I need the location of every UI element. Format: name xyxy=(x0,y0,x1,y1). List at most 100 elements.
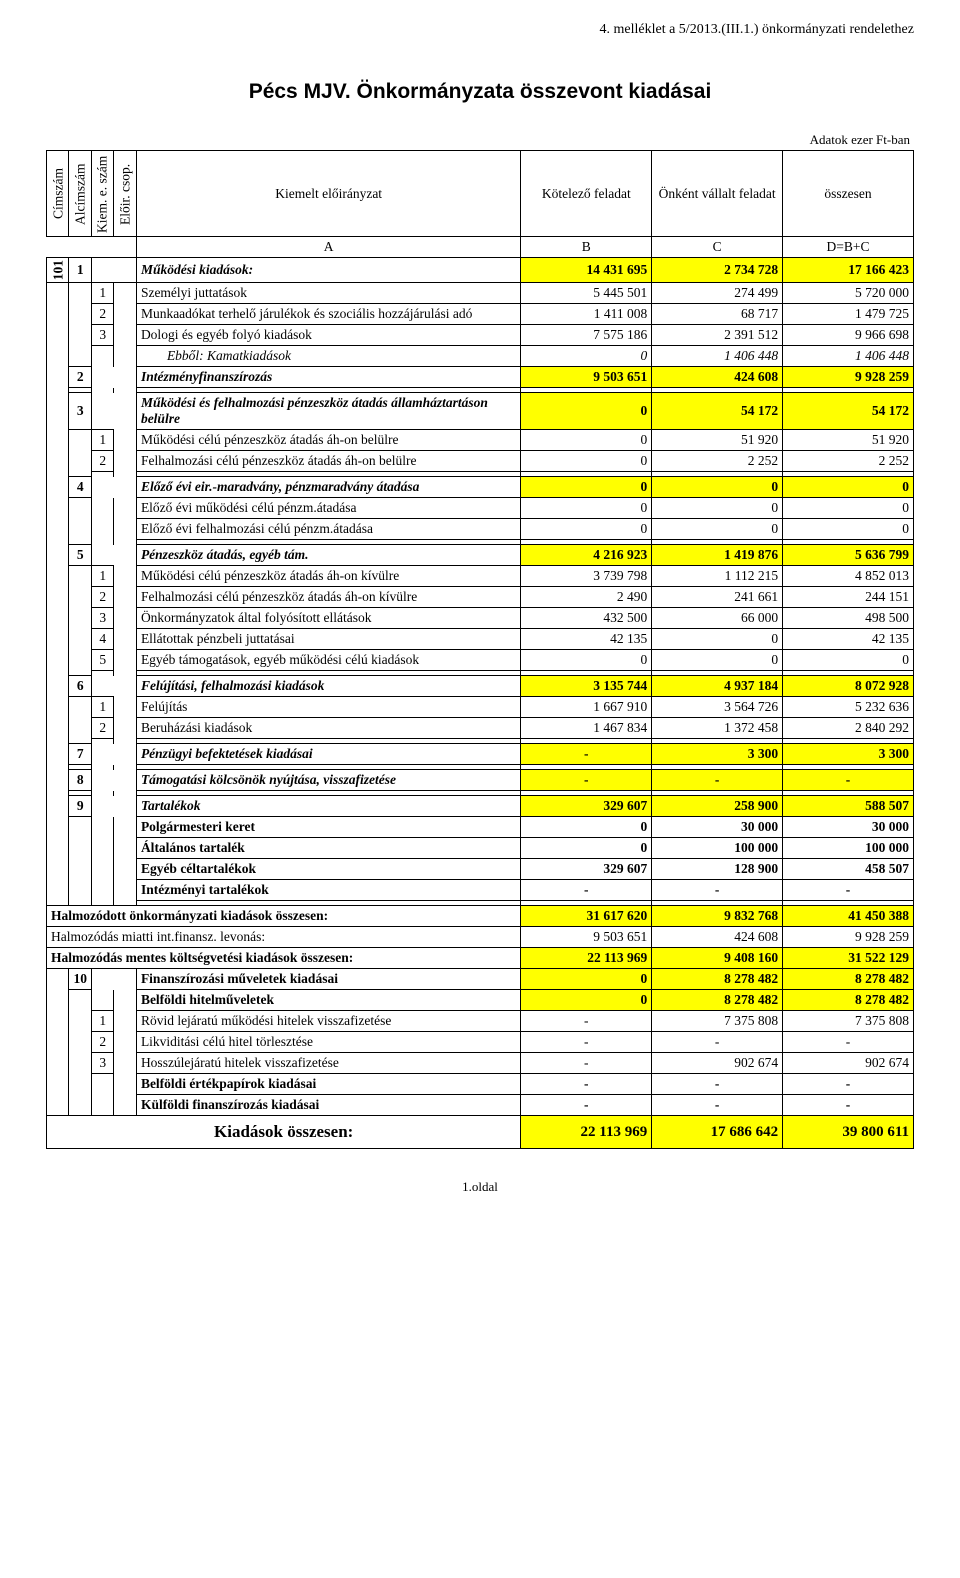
s9-c-v2: 128 900 xyxy=(652,859,783,880)
sum2-v1: 9 503 651 xyxy=(521,927,652,948)
s5-4-label: Ellátottak pénzbeli juttatásai xyxy=(136,629,520,650)
s10-n: 10 xyxy=(69,969,91,990)
s5-1-n: 1 xyxy=(91,566,113,587)
s8-label: Támogatási kölcsönök nyújtása, visszafiz… xyxy=(136,770,520,791)
sum2-label: Halmozódás miatti int.finansz. levonás: xyxy=(47,927,521,948)
s3-label: Működési és felhalmozási pénzeszköz átad… xyxy=(136,393,520,430)
s9-a-v3: 30 000 xyxy=(783,817,914,838)
sum3-v1: 22 113 969 xyxy=(521,948,652,969)
s3-v1: 0 xyxy=(521,393,652,430)
s10h-v2: 8 278 482 xyxy=(652,990,783,1011)
section-1-v2: 2 734 728 xyxy=(652,258,783,283)
side-label-cimszam: Címszám xyxy=(47,151,69,237)
s3-1-v3: 51 920 xyxy=(783,430,914,451)
s2-label: Intézményfinanszírozás xyxy=(136,367,520,388)
col-header-name: Kiemelt előirányzat xyxy=(136,151,520,237)
s4-a-label: Előző évi működési célú pénzm.átadása xyxy=(136,498,520,519)
side-label-eloir: Előir. csop. xyxy=(114,151,136,237)
s1-2-n: 2 xyxy=(91,304,113,325)
s10-label: Finanszírozási műveletek kiadásai xyxy=(136,969,520,990)
s5-2-n: 2 xyxy=(91,587,113,608)
s10-2-v2: - xyxy=(652,1032,783,1053)
s9-b-label: Általános tartalék xyxy=(136,838,520,859)
section-1-v1: 14 431 695 xyxy=(521,258,652,283)
s4-n: 4 xyxy=(69,477,91,498)
page: 4. melléklet a 5/2013.(III.1.) önkormány… xyxy=(0,0,960,1235)
s6-2-n: 2 xyxy=(91,718,113,739)
s10-v2: 8 278 482 xyxy=(652,969,783,990)
s10-a-label: Belföldi értékpapírok kiadásai xyxy=(136,1074,520,1095)
s6-n: 6 xyxy=(69,676,91,697)
s1-3e-v3: 1 406 448 xyxy=(783,346,914,367)
s10-a-v1: - xyxy=(521,1074,652,1095)
s9-b-v3: 100 000 xyxy=(783,838,914,859)
sum1-v2: 9 832 768 xyxy=(652,906,783,927)
s2-v2: 424 608 xyxy=(652,367,783,388)
s10-v1: 0 xyxy=(521,969,652,990)
s10-1-n: 1 xyxy=(91,1011,113,1032)
side-label-kiem: Kiem. e. szám xyxy=(91,151,113,237)
s1-3-n: 3 xyxy=(91,325,113,346)
s4-b-v3: 0 xyxy=(783,519,914,540)
s5-3-n: 3 xyxy=(91,608,113,629)
section-1-label: Működési kiadások: xyxy=(136,258,520,283)
s10-b-v3: - xyxy=(783,1095,914,1116)
s10-3-label: Hosszúlejáratú hitelek visszafizetése xyxy=(136,1053,520,1074)
s10-3-v1: - xyxy=(521,1053,652,1074)
s10h-v3: 8 278 482 xyxy=(783,990,914,1011)
letter-d: D=B+C xyxy=(783,237,914,258)
page-number: 1.oldal xyxy=(46,1179,914,1195)
sum2-v3: 9 928 259 xyxy=(783,927,914,948)
s10h-label: Belföldi hitelműveletek xyxy=(136,990,520,1011)
s9-c-v1: 329 607 xyxy=(521,859,652,880)
s1-2-label: Munkaadókat terhelő járulékok és szociál… xyxy=(136,304,520,325)
s4-v2: 0 xyxy=(652,477,783,498)
s7-v3: 3 300 xyxy=(783,744,914,765)
s3-1-v1: 0 xyxy=(521,430,652,451)
s10-v3: 8 278 482 xyxy=(783,969,914,990)
s10-a-v2: - xyxy=(652,1074,783,1095)
s2-v3: 9 928 259 xyxy=(783,367,914,388)
header-attachment-note: 4. melléklet a 5/2013.(III.1.) önkormány… xyxy=(46,22,914,38)
document-title: Pécs MJV. Önkormányzata összevont kiadás… xyxy=(46,80,914,104)
s5-1-v2: 1 112 215 xyxy=(652,566,783,587)
s4-b-v2: 0 xyxy=(652,519,783,540)
s1-1-label: Személyi juttatások xyxy=(136,283,520,304)
s1-2-v2: 68 717 xyxy=(652,304,783,325)
s5-label: Pénzeszköz átadás, egyéb tám. xyxy=(136,545,520,566)
s5-v3: 5 636 799 xyxy=(783,545,914,566)
budget-table: Címszám Alcímszám Kiem. e. szám Előir. c… xyxy=(46,150,914,1149)
s5-3-v3: 498 500 xyxy=(783,608,914,629)
s2-n: 2 xyxy=(69,367,91,388)
s10-2-n: 2 xyxy=(91,1032,113,1053)
code-101: 101 xyxy=(47,258,69,283)
s4-a-v3: 0 xyxy=(783,498,914,519)
sum3-label: Halmozódás mentes költségvetési kiadások… xyxy=(47,948,521,969)
sum2-v2: 424 608 xyxy=(652,927,783,948)
s5-n: 5 xyxy=(69,545,91,566)
s1-3-v1: 7 575 186 xyxy=(521,325,652,346)
s9-v2: 258 900 xyxy=(652,796,783,817)
s5-v1: 4 216 923 xyxy=(521,545,652,566)
s3-v2: 54 172 xyxy=(652,393,783,430)
s3-v3: 54 172 xyxy=(783,393,914,430)
s3-n: 3 xyxy=(69,393,91,430)
s1-1-n: 1 xyxy=(91,283,113,304)
s5-3-v1: 432 500 xyxy=(521,608,652,629)
s7-v1: - xyxy=(521,744,652,765)
sum1-label: Halmozódott önkormányzati kiadások össze… xyxy=(47,906,521,927)
s9-a-v2: 30 000 xyxy=(652,817,783,838)
s3-1-v2: 51 920 xyxy=(652,430,783,451)
s5-5-label: Egyéb támogatások, egyéb működési célú k… xyxy=(136,650,520,671)
total-v1: 22 113 969 xyxy=(521,1116,652,1149)
s9-d-v2: - xyxy=(652,880,783,901)
s6-2-v3: 2 840 292 xyxy=(783,718,914,739)
s6-2-v2: 1 372 458 xyxy=(652,718,783,739)
s9-n: 9 xyxy=(69,796,91,817)
s10-2-v1: - xyxy=(521,1032,652,1053)
s7-label: Pénzügyi befektetések kiadásai xyxy=(136,744,520,765)
s5-3-label: Önkormányzatok által folyósított ellátás… xyxy=(136,608,520,629)
s6-v3: 8 072 928 xyxy=(783,676,914,697)
s3-1-n: 1 xyxy=(91,430,113,451)
s10-1-v3: 7 375 808 xyxy=(783,1011,914,1032)
